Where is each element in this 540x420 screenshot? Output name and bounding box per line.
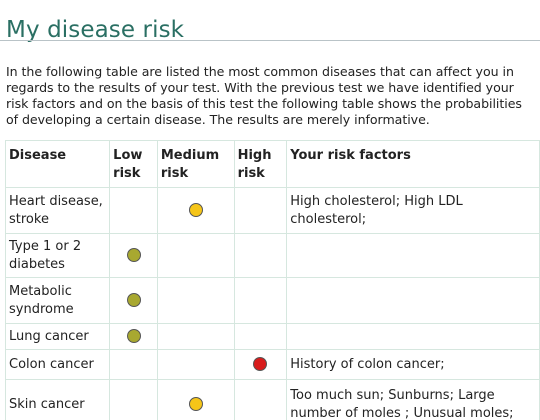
risk-factors: History of colon cancer; xyxy=(286,349,540,380)
high-risk-cell xyxy=(233,277,288,324)
low-risk-indicator-icon xyxy=(126,293,141,307)
low-risk-indicator-icon xyxy=(126,248,141,262)
table-row: Skin cancer Too much sun; Sunburns; Large… xyxy=(4,379,540,420)
low-risk-cell xyxy=(109,379,158,420)
header-medium-risk: Medium risk xyxy=(156,140,235,188)
medium-risk-cell xyxy=(156,349,235,380)
table-row: Lung cancer xyxy=(4,323,540,350)
disease-name: Lung cancer xyxy=(4,323,111,350)
disease-name: Type 1 or 2 diabetes xyxy=(4,233,111,278)
header-disease: Disease xyxy=(4,140,111,188)
disease-name: Skin cancer xyxy=(4,379,111,420)
table-row: Colon cancer History of colon cancer; xyxy=(4,349,540,380)
low-risk-cell xyxy=(109,277,158,324)
high-risk-indicator-icon xyxy=(253,357,268,371)
high-risk-cell xyxy=(233,379,288,420)
high-risk-cell xyxy=(233,187,288,234)
risk-factors: Too much sun; Sunburns; Large number of … xyxy=(286,379,540,420)
risk-factors xyxy=(286,323,540,350)
medium-risk-cell xyxy=(156,379,235,420)
medium-risk-cell xyxy=(156,277,235,324)
medium-risk-cell xyxy=(156,233,235,278)
disease-risk-table: Disease Low risk Medium risk High risk Y… xyxy=(4,140,540,420)
risk-factors xyxy=(286,277,540,324)
risk-factors xyxy=(286,233,540,278)
high-risk-cell xyxy=(233,349,288,380)
medium-risk-indicator-icon xyxy=(188,203,203,217)
low-risk-cell xyxy=(109,323,158,350)
table-header-row: Disease Low risk Medium risk High risk Y… xyxy=(4,140,540,188)
low-risk-cell xyxy=(109,233,158,278)
intro-paragraph: In the following table are listed the mo… xyxy=(6,64,522,127)
page-title: My disease risk xyxy=(6,17,185,44)
table-row: Heart disease, stroke High cholesterol; H… xyxy=(4,187,540,234)
header-risk-factors: Your risk factors xyxy=(286,140,540,188)
title-divider xyxy=(0,40,540,41)
high-risk-cell xyxy=(233,323,288,350)
low-risk-cell xyxy=(109,187,158,234)
low-risk-cell xyxy=(109,349,158,380)
disease-name: Metabolic syndrome xyxy=(4,277,111,324)
disease-name: Colon cancer xyxy=(4,349,111,380)
medium-risk-indicator-icon xyxy=(188,397,203,411)
risk-factors: High cholesterol; High LDL cholesterol; xyxy=(286,187,540,234)
high-risk-cell xyxy=(233,233,288,278)
medium-risk-cell xyxy=(156,323,235,350)
disease-name: Heart disease, stroke xyxy=(4,187,111,234)
low-risk-indicator-icon xyxy=(126,329,141,343)
table-row: Type 1 or 2 diabetes xyxy=(4,233,540,278)
header-low-risk: Low risk xyxy=(109,140,158,188)
header-high-risk: High risk xyxy=(233,140,288,188)
table-row: Metabolic syndrome xyxy=(4,277,540,324)
medium-risk-cell xyxy=(156,187,235,234)
